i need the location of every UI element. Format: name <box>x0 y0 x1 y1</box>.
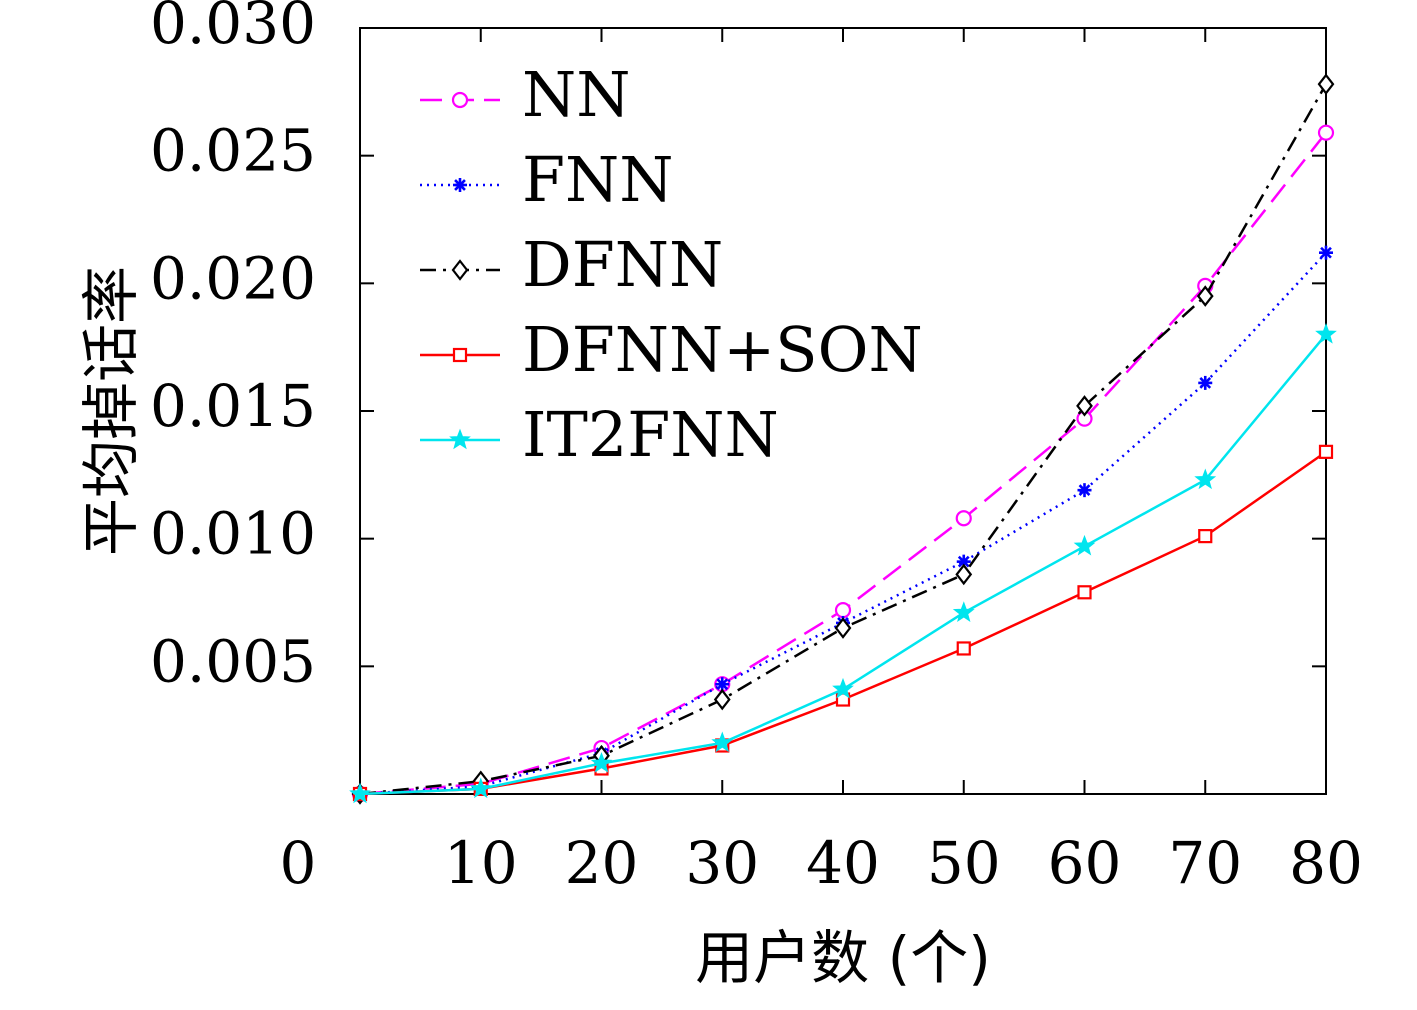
legend-marker <box>451 91 469 109</box>
legend-marker <box>449 428 471 450</box>
data-point-it2fnn <box>590 751 613 773</box>
data-point-it2fnn <box>952 601 975 622</box>
data-point-fnn <box>1319 245 1333 260</box>
data-point-fnn <box>1077 483 1092 498</box>
y-tick-label: 0.010 <box>150 500 316 568</box>
data-point-dfnn <box>713 688 731 711</box>
y-tick-label: 0.015 <box>150 372 316 440</box>
x-axis-label: 用户数 (个) <box>695 924 991 992</box>
data-point-dfnn <box>1076 395 1093 417</box>
series-layer <box>349 73 1337 805</box>
x-tick-label: 0 <box>280 829 317 897</box>
y-axis-title: 平均掉话率 <box>77 266 145 556</box>
data-point-it2fnn <box>1315 322 1337 344</box>
legend-label: FNN <box>522 143 674 216</box>
series-line-fnn <box>359 251 1327 796</box>
data-point-dfnn <box>955 563 973 586</box>
data-point-dfnn <box>834 617 852 639</box>
y-axis-label: 平均掉话率 <box>77 266 145 556</box>
y-tick-label: 0.025 <box>150 117 316 185</box>
data-point-fnn <box>1198 375 1213 390</box>
legend-item-nn: NN <box>420 58 631 131</box>
legend-item-fnn: FNN <box>420 143 674 216</box>
legend-label: IT2FNN <box>522 398 779 471</box>
data-point-dfnn <box>1317 73 1335 95</box>
x-tick-label: 10 <box>444 829 518 897</box>
x-tick-label: 30 <box>685 829 759 897</box>
data-point-it2fnn <box>469 777 492 799</box>
x-tick-label: 50 <box>927 829 1001 897</box>
y-tick-label: 0.020 <box>150 244 316 312</box>
legend-item-dfnn-son: DFNN+SON <box>420 313 923 386</box>
data-point-nn <box>1317 124 1335 141</box>
x-tick-label: 20 <box>565 829 639 897</box>
data-point-dfnn-son <box>1198 529 1213 544</box>
legend-label: DFNN+SON <box>522 313 923 386</box>
legend-item-dfnn: DFNN <box>420 228 723 301</box>
x-tick-label: 60 <box>1048 829 1122 897</box>
data-point-nn <box>834 602 852 619</box>
ticks: 0 10 20 30 40 50 60 70 80 0.005 0.010 0.015 0.020 0.0… <box>150 0 1363 897</box>
legend-marker <box>452 347 468 363</box>
data-point-dfnn-son <box>956 641 971 656</box>
data-point-it2fnn <box>1194 468 1217 490</box>
data-point-it2fnn <box>349 782 371 804</box>
data-point-nn <box>955 510 972 527</box>
series-it2fnn <box>349 322 1337 804</box>
x-tick-label: 40 <box>806 829 880 897</box>
legend-label: NN <box>522 58 631 131</box>
y-tick-label: 0.030 <box>150 0 316 57</box>
legend-item-it2fnn: IT2FNN <box>420 398 779 471</box>
legend-label: DFNN <box>522 228 723 301</box>
series-line-it2fnn <box>359 333 1327 796</box>
x-tick-label: 70 <box>1168 829 1242 897</box>
legend: NN FNN DFNN DFNN+SON IT2FNN <box>420 58 923 471</box>
data-point-dfnn-son <box>1077 585 1092 600</box>
y-tick-label: 0.005 <box>150 627 316 695</box>
legend-marker <box>453 178 467 192</box>
data-point-it2fnn <box>1073 534 1096 556</box>
x-tick-label: 80 <box>1289 829 1363 897</box>
data-point-it2fnn <box>832 677 854 699</box>
data-point-dfnn <box>1196 285 1214 307</box>
data-point-dfnn-son <box>1318 444 1334 459</box>
data-point-it2fnn <box>711 731 734 753</box>
legend-marker <box>451 259 469 281</box>
